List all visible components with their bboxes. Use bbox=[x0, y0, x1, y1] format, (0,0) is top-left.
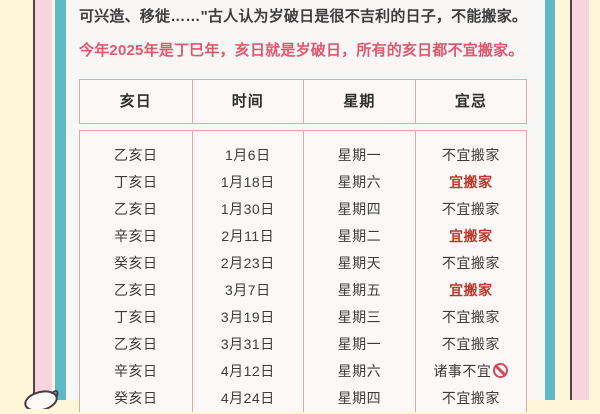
frame-left-teal-band bbox=[55, 0, 66, 400]
cell-day: 癸亥日 bbox=[114, 255, 158, 271]
highlight-text: 今年2025年是丁巳年，亥日就是岁破日，所有的亥日都不宜搬家。 bbox=[79, 42, 524, 59]
content-card: 可兴造、移徙……"古人认为岁破日是很不吉利的日子，不能搬家。 今年2025年是丁… bbox=[66, 0, 546, 412]
table-header-row: 亥日 时间 星期 宜忌 bbox=[79, 79, 528, 124]
cell-date: 4月24日 bbox=[191, 385, 304, 412]
cell-verdict: 不宜搬家 bbox=[414, 385, 527, 412]
intro-text: 可兴造、移徙……"古人认为岁破日是很不吉利的日子，不能搬家。 bbox=[79, 8, 528, 25]
cell-week: 星期六 bbox=[303, 169, 415, 196]
cell-date: 1月6日 bbox=[191, 142, 304, 169]
cell-verdict: 诸事不宜 bbox=[414, 358, 527, 385]
prohibited-icon bbox=[493, 363, 509, 378]
frame-right-outer-cream bbox=[589, 0, 600, 400]
cell-verdict: 不宜搬家 bbox=[414, 142, 527, 169]
cell-day: 辛亥日 bbox=[114, 228, 158, 244]
cell-week: 星期三 bbox=[303, 304, 415, 331]
mascot-doodle bbox=[22, 385, 66, 412]
cell-date: 3月19日 bbox=[191, 304, 304, 331]
frame-left-dark-line bbox=[33, 0, 35, 400]
cell-week: 星期一 bbox=[303, 142, 415, 169]
table-header-hai-day: 亥日 bbox=[119, 93, 152, 110]
table-body: 乙亥日 1月6日 星期一 不宜搬家 丁亥日 1月18日 星期六 宜搬家 乙亥日 … bbox=[79, 130, 528, 412]
frame-right-cream-band bbox=[555, 0, 571, 400]
cell-day: 丁亥日 bbox=[114, 174, 158, 190]
cell-week: 星期二 bbox=[303, 223, 415, 250]
cell-week: 星期六 bbox=[303, 358, 415, 385]
decorative-frame: 可兴造、移徙……"古人认为岁破日是很不吉利的日子，不能搬家。 今年2025年是丁… bbox=[0, 0, 600, 400]
frame-left-gap bbox=[52, 0, 55, 400]
cell-week: 星期四 bbox=[303, 385, 415, 412]
cell-verdict: 宜搬家 bbox=[414, 169, 527, 196]
cell-week: 星期一 bbox=[303, 331, 415, 358]
mascot-doodle-drawing bbox=[24, 390, 59, 412]
cell-day: 乙亥日 bbox=[114, 336, 158, 352]
table-header-time: 时间 bbox=[191, 80, 304, 123]
frame-right-pink-band bbox=[572, 0, 590, 400]
cell-date: 2月11日 bbox=[191, 223, 304, 250]
cell-date: 3月31日 bbox=[191, 331, 304, 358]
cell-date: 2月23日 bbox=[191, 250, 304, 277]
frame-right-teal-band bbox=[545, 0, 556, 400]
table-header-suitability: 宜忌 bbox=[414, 80, 527, 123]
cell-verdict: 不宜搬家 bbox=[414, 250, 527, 277]
cell-week: 星期天 bbox=[303, 250, 415, 277]
cell-date: 4月12日 bbox=[191, 358, 304, 385]
cell-day: 乙亥日 bbox=[114, 147, 158, 163]
frame-left-pink-band bbox=[35, 0, 52, 400]
cell-verdict: 不宜搬家 bbox=[414, 196, 527, 223]
cell-date: 1月18日 bbox=[191, 169, 304, 196]
cell-day: 癸亥日 bbox=[114, 390, 158, 406]
cell-verdict: 不宜搬家 bbox=[414, 304, 527, 331]
cell-week: 星期五 bbox=[303, 277, 415, 304]
table-header-weekday: 星期 bbox=[303, 80, 415, 123]
cell-verdict: 宜搬家 bbox=[414, 277, 527, 304]
cell-day: 乙亥日 bbox=[114, 201, 158, 217]
cell-day: 辛亥日 bbox=[114, 363, 158, 379]
cell-day: 乙亥日 bbox=[114, 282, 158, 298]
cell-date: 3月7日 bbox=[191, 277, 304, 304]
cell-verdict: 不宜搬家 bbox=[414, 331, 527, 358]
cell-week: 星期四 bbox=[303, 196, 415, 223]
cell-date: 1月30日 bbox=[191, 196, 304, 223]
cell-verdict: 宜搬家 bbox=[414, 223, 527, 250]
frame-right-dark-line bbox=[570, 0, 573, 400]
frame-left-cream-band bbox=[0, 0, 33, 400]
cell-day: 丁亥日 bbox=[114, 309, 158, 325]
